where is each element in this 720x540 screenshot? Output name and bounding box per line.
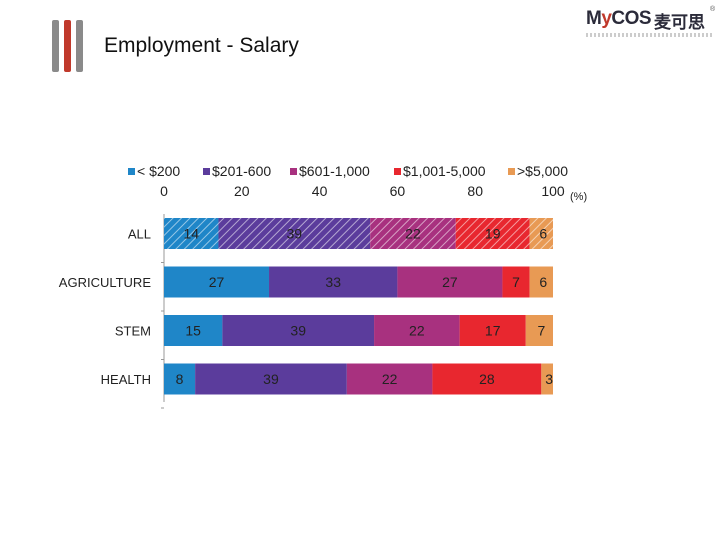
- bar-segment: [541, 363, 553, 395]
- bar-segment: [164, 363, 196, 395]
- data-label: 17: [485, 323, 501, 339]
- brand-name: MyCOS: [586, 8, 652, 29]
- bar-segment-hatch: [370, 218, 456, 249]
- legend-label: $1,001-5,000: [403, 163, 486, 179]
- x-tick-label: 20: [234, 183, 250, 199]
- x-tick-label: 100: [541, 183, 565, 199]
- bar-segment: [459, 315, 526, 346]
- bar-segment-hatch: [218, 218, 371, 249]
- category-label: AGRICULTURE: [59, 275, 152, 290]
- bar-segment: [346, 363, 433, 395]
- bar-segment-hatch: [164, 218, 219, 249]
- bar-segment: [529, 266, 553, 298]
- logo-bar: [64, 20, 71, 72]
- data-label: 22: [405, 226, 421, 242]
- x-tick-label: 80: [467, 183, 483, 199]
- bar-segment: [374, 315, 460, 346]
- data-label: 7: [512, 274, 520, 290]
- legend-swatch: [203, 168, 210, 175]
- data-label: 6: [539, 226, 547, 242]
- data-label: 19: [485, 226, 501, 242]
- data-label: 39: [263, 371, 279, 387]
- legend-swatch: [508, 168, 515, 175]
- legend-label: $201-600: [212, 163, 271, 179]
- brand-chinese-name: 麦可思: [654, 13, 705, 33]
- brand-registered-mark: ®: [710, 6, 716, 13]
- bar-segment: [269, 266, 398, 298]
- data-label: 28: [479, 371, 495, 387]
- legend-label: >$5,000: [517, 163, 568, 179]
- data-label: 39: [287, 226, 303, 242]
- legend-swatch: [128, 168, 135, 175]
- data-label: 14: [183, 226, 199, 242]
- logo-bar: [52, 20, 59, 72]
- bar-segment: [164, 266, 270, 298]
- data-label: 22: [409, 323, 425, 339]
- legend-label: $601-1,000: [299, 163, 370, 179]
- data-label: 33: [325, 274, 341, 290]
- slide-logo-bars: [52, 20, 83, 72]
- brand-logo: MyCOS 麦可思 ®: [582, 6, 716, 42]
- data-label: 7: [537, 323, 545, 339]
- x-tick-label: 40: [312, 183, 328, 199]
- data-label: 22: [382, 371, 398, 387]
- page-title: Employment - Salary: [104, 34, 299, 57]
- data-label: 6: [539, 274, 547, 290]
- legend-swatch: [394, 168, 401, 175]
- bar-segment: [525, 315, 553, 346]
- bar-segment: [502, 266, 530, 298]
- logo-bar: [76, 20, 83, 72]
- bar-segment-hatch: [455, 218, 530, 249]
- bar-segment: [195, 363, 347, 395]
- legend-label: < $200: [137, 163, 180, 179]
- bar-segment: [397, 266, 503, 298]
- category-label: HEALTH: [101, 372, 151, 387]
- data-label: 27: [209, 274, 225, 290]
- x-unit-label: (%): [570, 191, 587, 203]
- bar-segment-hatch: [529, 218, 553, 249]
- category-label: STEM: [115, 324, 151, 339]
- data-label: 15: [185, 323, 201, 339]
- data-label: 39: [290, 323, 306, 339]
- data-label: 8: [176, 371, 184, 387]
- legend-swatch: [290, 168, 297, 175]
- data-label: 27: [442, 274, 458, 290]
- x-tick-label: 60: [390, 183, 406, 199]
- bar-segment: [432, 363, 542, 395]
- x-tick-label: 0: [160, 183, 168, 199]
- brand-tagline-decoration: [586, 33, 712, 37]
- category-label: ALL: [128, 227, 151, 242]
- data-label: 3: [545, 371, 553, 387]
- bar-segment: [222, 315, 375, 346]
- bar-segment: [164, 315, 223, 346]
